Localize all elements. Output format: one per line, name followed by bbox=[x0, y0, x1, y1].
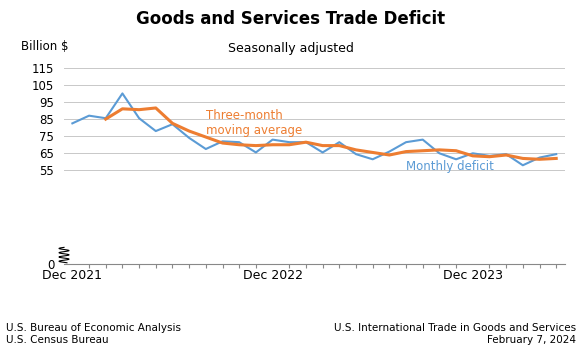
Text: U.S. Bureau of Economic Analysis
U.S. Census Bureau: U.S. Bureau of Economic Analysis U.S. Ce… bbox=[6, 323, 181, 345]
Text: Three-month
moving average: Three-month moving average bbox=[206, 109, 302, 137]
Text: Seasonally adjusted: Seasonally adjusted bbox=[228, 42, 354, 55]
Text: Goods and Services Trade Deficit: Goods and Services Trade Deficit bbox=[136, 10, 446, 29]
Text: Monthly deficit: Monthly deficit bbox=[406, 160, 494, 173]
Text: Billion $: Billion $ bbox=[22, 40, 69, 53]
Text: U.S. International Trade in Goods and Services
February 7, 2024: U.S. International Trade in Goods and Se… bbox=[334, 323, 576, 345]
